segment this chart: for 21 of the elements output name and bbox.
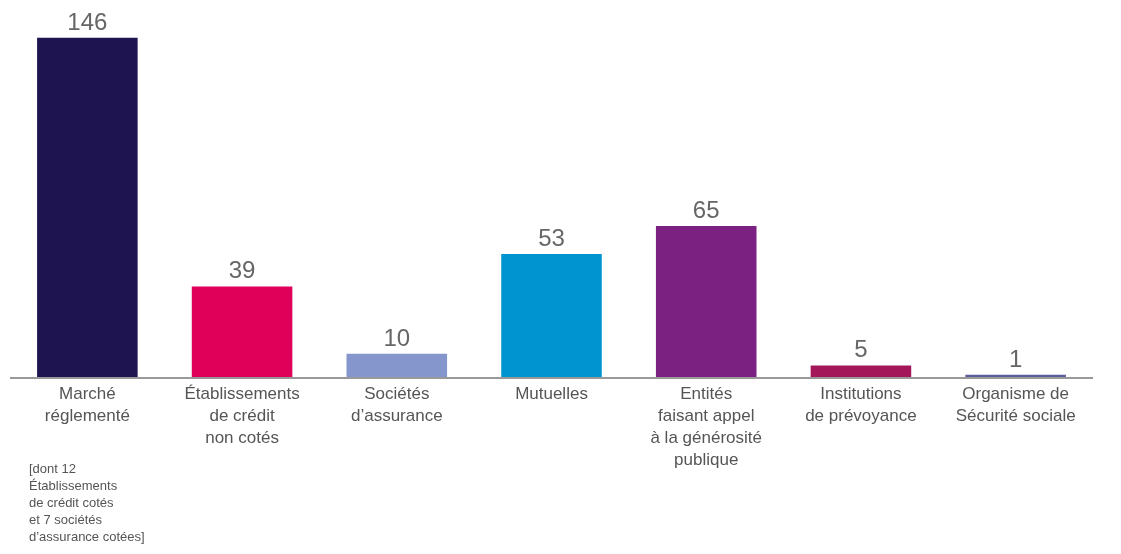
bar <box>346 353 448 377</box>
bar <box>655 226 757 377</box>
data-label: 10 <box>383 323 411 351</box>
bar <box>501 253 602 377</box>
x-tick-label: Établissements de crédit non cotés <box>184 384 300 448</box>
bar <box>810 365 912 377</box>
x-tick-label: Mutuelles <box>515 384 588 404</box>
data-label: 5 <box>854 335 868 363</box>
x-tick-label: Entités faisant appel à la générosité publique <box>650 384 762 470</box>
x-tick-label: Organisme de Sécurité sociale <box>955 384 1076 426</box>
data-label: 1 <box>1008 344 1023 372</box>
text: [dont 12 Établissements de crédit cotés et 7 sociétés d’assurance cotées] <box>29 461 145 544</box>
x-tick-label: Institutions de prévoyance <box>805 384 917 426</box>
data-label: 65 <box>692 196 720 224</box>
bar <box>191 286 293 377</box>
data-label: 146 <box>67 7 108 35</box>
data-label: 53 <box>538 223 565 251</box>
data-label: 39 <box>228 256 256 284</box>
bar <box>37 37 138 377</box>
x-tick-label: Sociétés d’assurance <box>350 384 443 426</box>
x-tick-label: Marché réglementé <box>44 384 130 426</box>
